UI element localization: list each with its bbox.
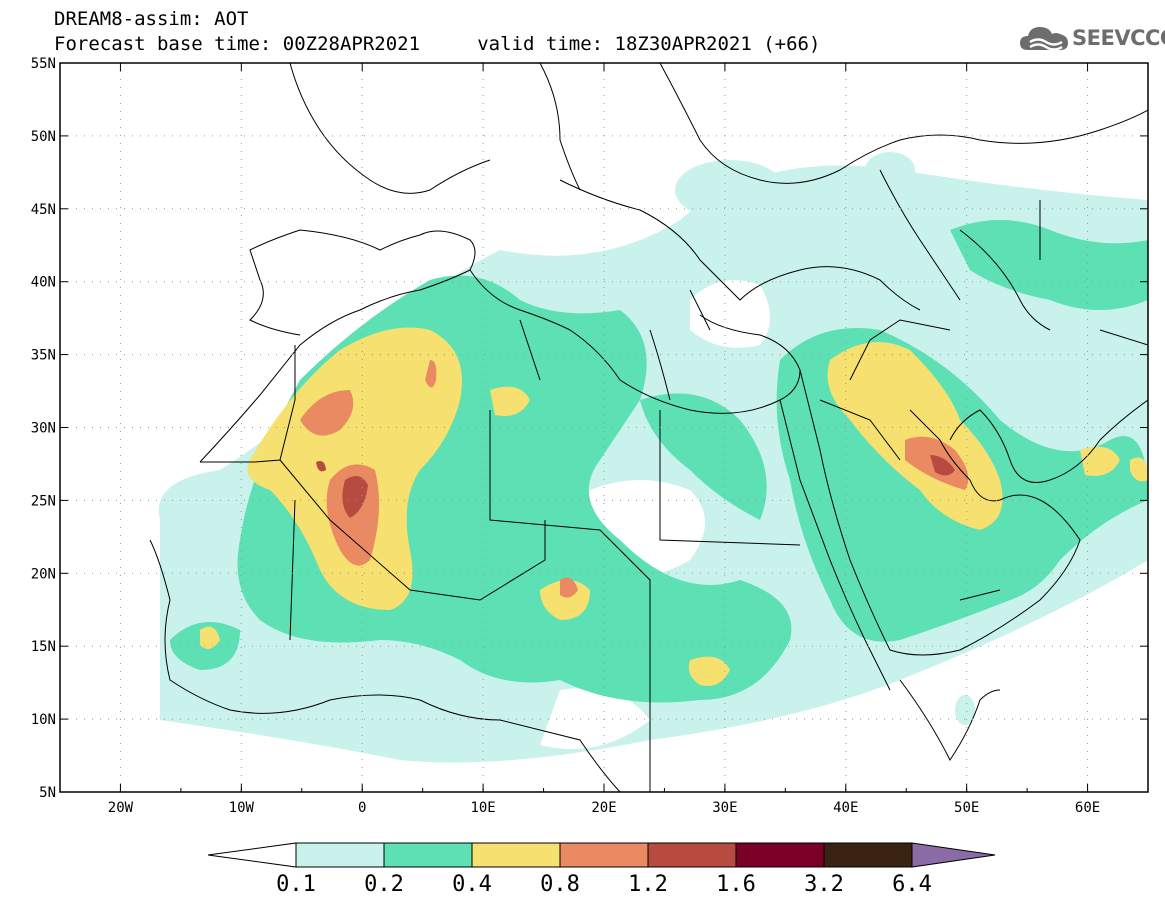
colorbar-swatch (471, 842, 561, 868)
colorbar-swatch (647, 842, 737, 868)
axis-ticks: 20W 10W 0 10E 20E 30E 40E 50E 60E 55N 50N 45N 40N 35N… (31, 56, 1149, 816)
graticule (60, 63, 1148, 792)
colorbar-label: 0.1 (276, 872, 316, 897)
lon-label: 20W (108, 800, 134, 816)
lat-label: 20N (31, 566, 56, 582)
colorbar-swatch (735, 842, 825, 868)
lat-label: 50N (31, 129, 56, 145)
logo-text: SEEVCCC (1072, 26, 1165, 50)
lon-label: 50E (954, 800, 979, 816)
colorbar-label: 0.8 (540, 872, 580, 897)
lat-label: 35N (31, 348, 56, 364)
cloud-icon (1020, 27, 1068, 51)
colorbar-swatch (559, 842, 649, 868)
colorbar-label: 0.2 (364, 872, 404, 897)
coastlines-borders (149, 63, 1148, 792)
colorbar: 0.1 0.2 0.4 0.8 1.2 1.6 3.2 6.4 (207, 842, 996, 897)
colorbar-under-triangle (207, 842, 297, 868)
map-title: DREAM8-assim: AOT (54, 8, 249, 30)
colorbar-label: 0.4 (452, 872, 492, 897)
colorbar-label: 6.4 (892, 872, 932, 897)
colorbar-swatch (823, 842, 913, 868)
lat-label: 15N (31, 639, 56, 655)
lat-label: 10N (31, 712, 56, 728)
lon-label: 30E (712, 800, 737, 816)
lat-label: 40N (31, 275, 56, 291)
lat-label: 30N (31, 421, 56, 437)
lat-label: 25N (31, 493, 56, 509)
colorbar-swatch (295, 842, 385, 868)
seevccc-logo: SEEVCCC (1018, 22, 1165, 56)
lat-label: 45N (31, 202, 56, 218)
colorbar-swatch (383, 842, 473, 868)
lon-label: 60E (1075, 800, 1100, 816)
lon-label: 10E (470, 800, 495, 816)
colorbar-over-triangle (911, 842, 996, 868)
lat-label: 55N (31, 56, 56, 72)
colorbar-label: 3.2 (804, 872, 844, 897)
lon-label: 10W (229, 800, 255, 816)
aot-shading (158, 152, 1148, 763)
colorbar-label: 1.6 (716, 872, 756, 897)
lat-label: 5N (39, 785, 56, 801)
lon-label: 0 (358, 800, 366, 816)
colorbar-label: 1.2 (628, 872, 668, 897)
lon-label: 20E (591, 800, 616, 816)
lon-label: 40E (833, 800, 858, 816)
forecast-time-line: Forecast base time: 00Z28APR2021 valid t… (54, 33, 821, 55)
